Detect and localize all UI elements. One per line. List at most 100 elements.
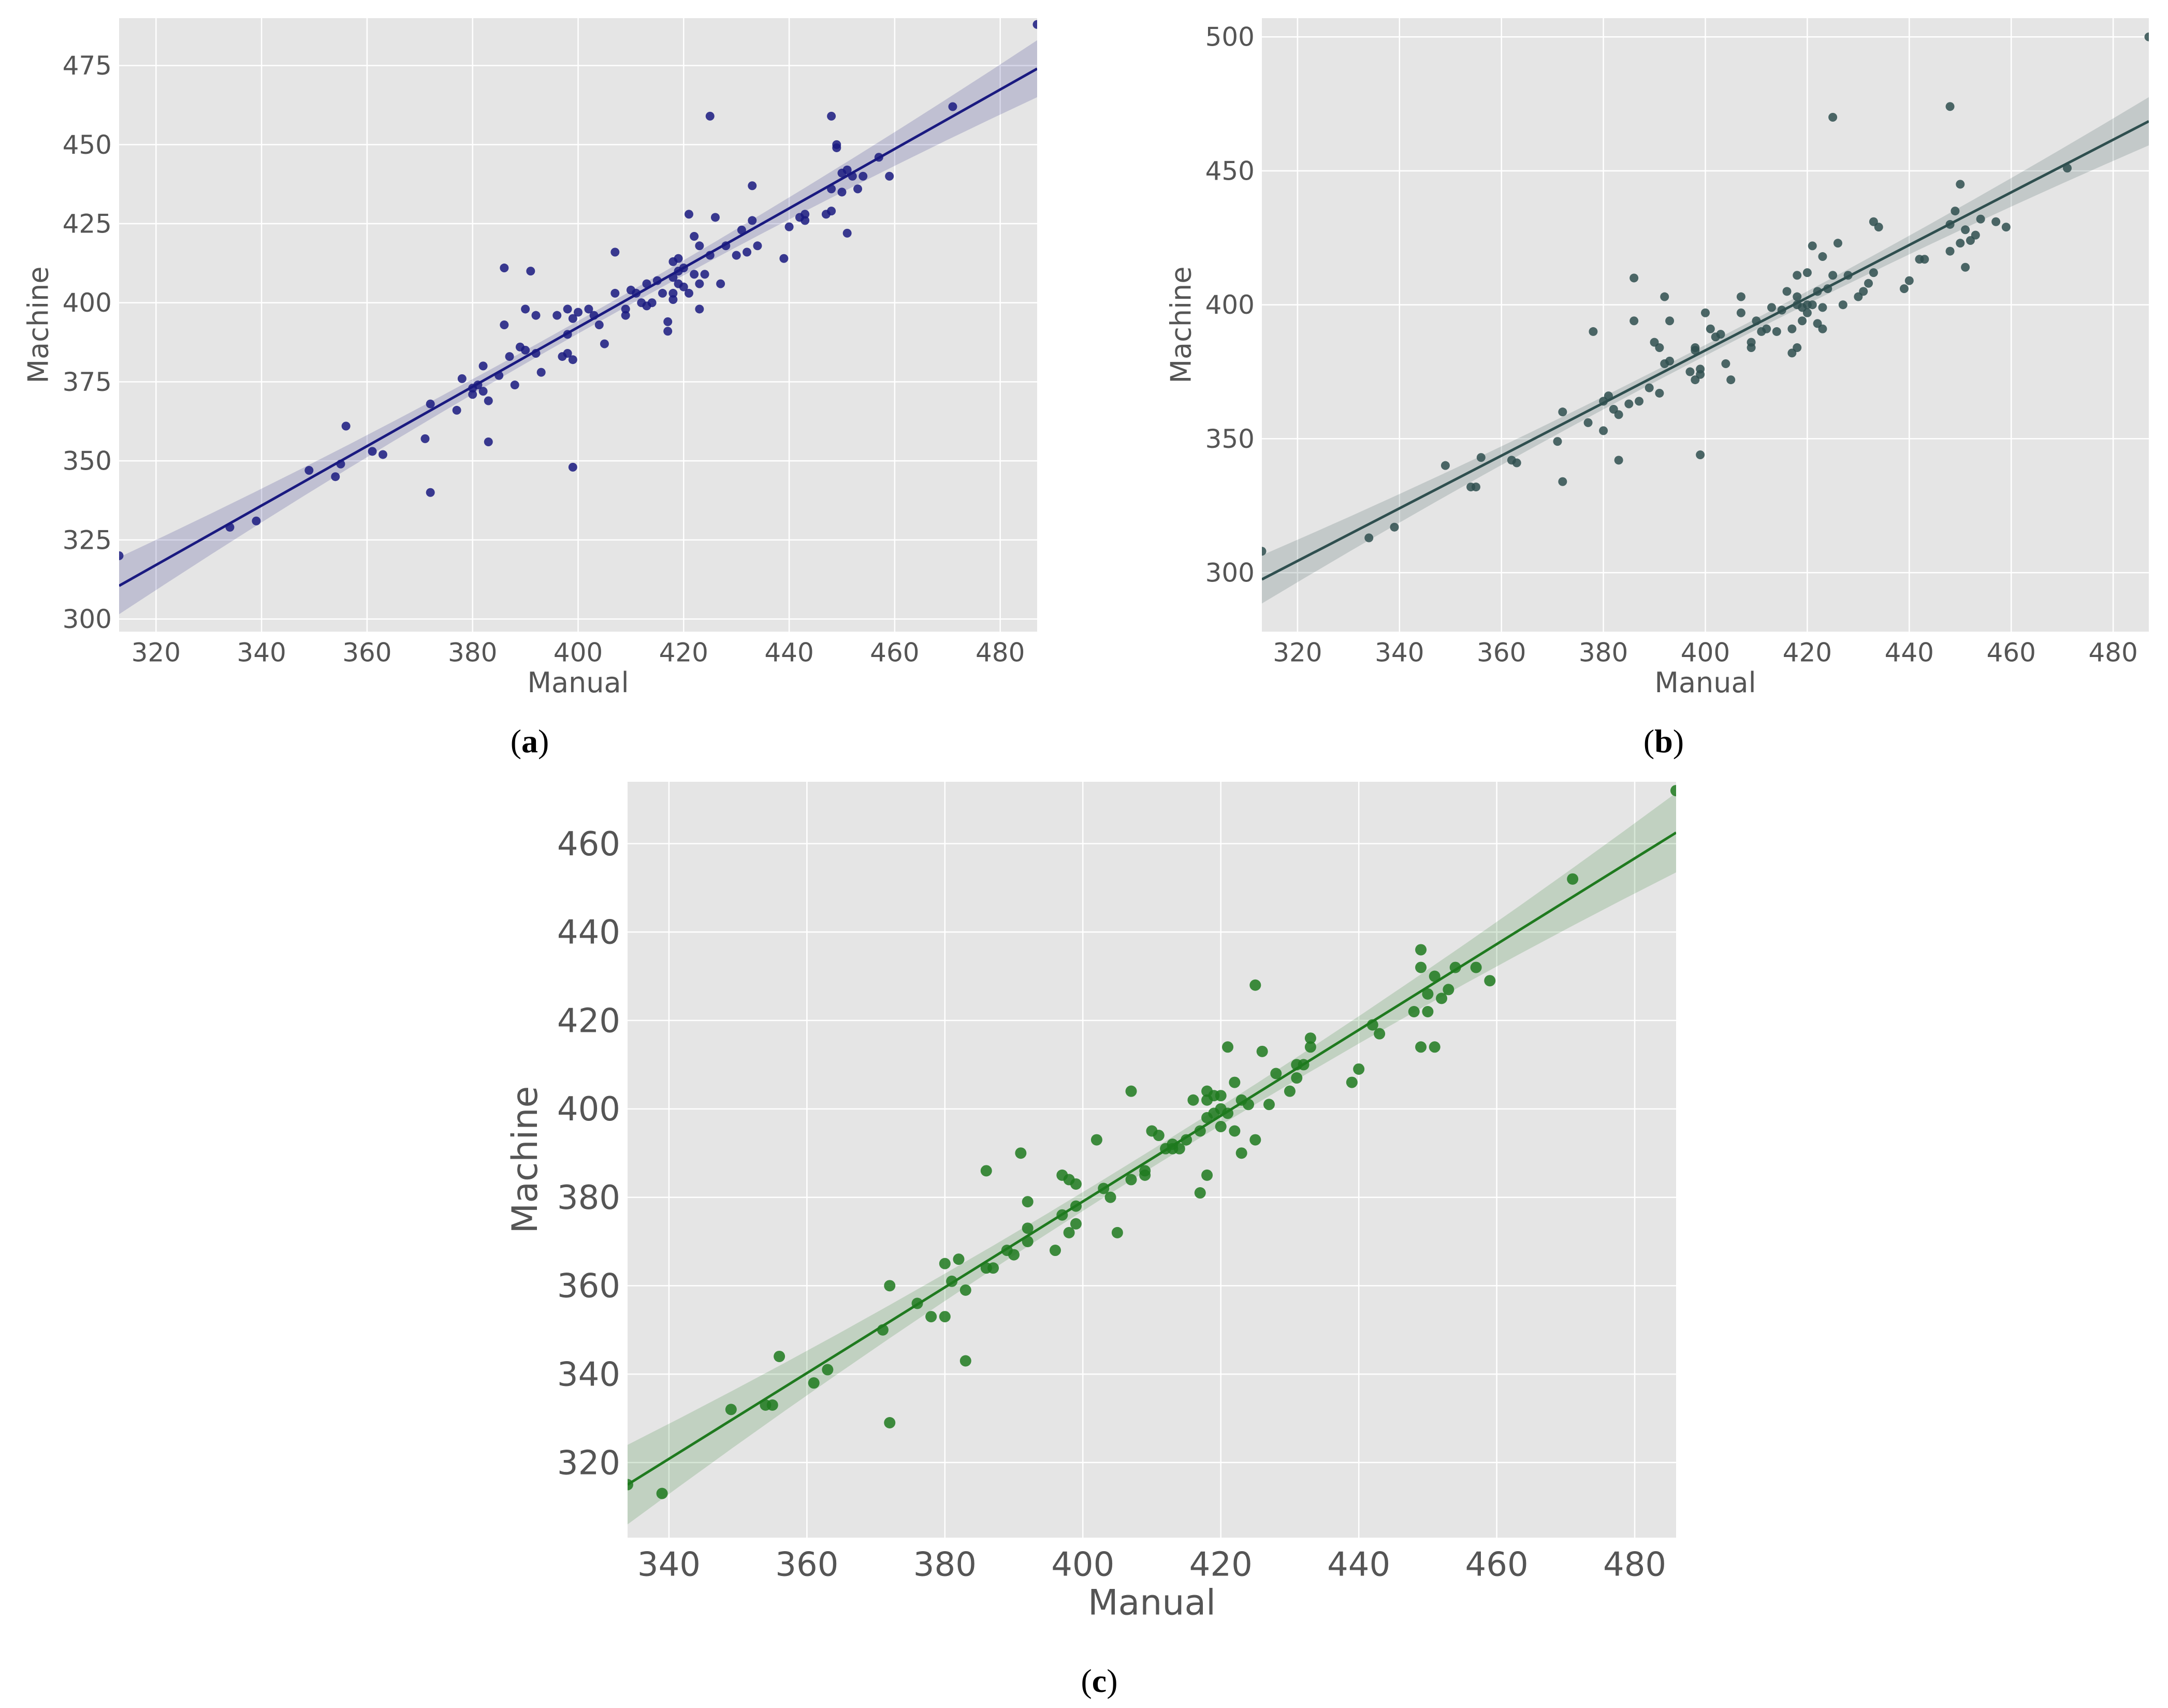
scatter-point <box>808 1377 820 1389</box>
scatter-point <box>1364 533 1374 543</box>
scatter-point <box>959 1355 971 1367</box>
y-tick-label: 425 <box>63 209 112 239</box>
scatter-point <box>1828 112 1838 122</box>
scatter-point <box>584 304 593 314</box>
x-tick-label: 480 <box>1603 1546 1666 1584</box>
scatter-point <box>426 488 435 497</box>
scatter-point <box>1808 300 1817 310</box>
scatter-point <box>695 304 704 314</box>
scatter-point <box>1008 1249 1020 1261</box>
scatter-point <box>1125 1174 1137 1186</box>
scatter-point <box>1249 1134 1261 1146</box>
x-tick-label: 480 <box>2088 638 2137 668</box>
scatter-point <box>1976 214 1985 224</box>
x-tick-label: 460 <box>870 638 919 668</box>
scatter-point <box>1304 1032 1316 1044</box>
scatter-point <box>911 1297 923 1309</box>
scatter-point <box>1415 1041 1427 1053</box>
scatter-point <box>827 207 836 216</box>
scatter-point <box>1624 399 1634 408</box>
scatter-point <box>1222 1107 1234 1119</box>
scatter-point <box>1777 305 1786 315</box>
scatter-point <box>1429 970 1441 982</box>
scatter-point <box>1567 873 1579 885</box>
y-tick-label: 320 <box>557 1444 620 1482</box>
scatter-point <box>668 288 678 298</box>
scatter-point <box>574 308 583 317</box>
scatter-point <box>1284 1085 1296 1097</box>
scatter-point <box>1691 346 1700 355</box>
scatter-point <box>521 304 530 314</box>
scatter-point <box>1747 343 1756 352</box>
scatter-point <box>1262 547 1267 556</box>
scatter-point <box>1920 255 1929 264</box>
scatter-point <box>1015 1147 1027 1159</box>
scatter-point <box>946 1275 958 1287</box>
x-tick-label: 360 <box>775 1546 838 1584</box>
scatter-point <box>877 1324 889 1336</box>
x-tick-label: 360 <box>342 638 391 668</box>
scatter-point <box>552 311 562 320</box>
scatter-point <box>1736 308 1745 317</box>
y-tick-label: 325 <box>63 525 112 555</box>
scatter-point <box>1090 1134 1102 1146</box>
scatter-point <box>1701 308 1710 317</box>
y-tick-label: 460 <box>557 825 620 864</box>
scatter-point <box>420 434 430 443</box>
scatter-point <box>1793 271 1802 280</box>
x-tick-label: 460 <box>1465 1546 1529 1584</box>
scatter-point <box>1818 252 1827 261</box>
scatter-point <box>980 1165 992 1177</box>
scatter-point <box>874 153 883 162</box>
scatter-point <box>1104 1191 1116 1203</box>
scatter-point <box>652 276 662 285</box>
scatter-point <box>827 111 836 121</box>
scatter-point <box>695 241 704 251</box>
scatter-point <box>563 304 572 314</box>
x-tick-label: 440 <box>764 638 813 668</box>
scatter-point <box>1808 241 1817 251</box>
scatter-point <box>658 288 667 298</box>
scatter-point <box>725 1404 737 1415</box>
scatter-point <box>1291 1072 1303 1084</box>
scatter-point <box>705 251 715 260</box>
scatter-point <box>505 352 514 361</box>
scatter-point <box>468 390 477 399</box>
y-axis-title: Machine <box>1165 266 1198 383</box>
scatter-point <box>1843 271 1853 280</box>
scatter-point <box>1256 1045 1268 1057</box>
scatter-point <box>1390 522 1399 532</box>
scatter-point <box>1762 324 1771 333</box>
scatter-point <box>1614 410 1623 419</box>
scatter-point <box>1899 284 1909 294</box>
scatter-point <box>1270 1068 1282 1079</box>
scatter-point <box>1604 391 1613 401</box>
scatter-point <box>1422 1005 1434 1017</box>
scatter-point <box>842 165 852 174</box>
y-tick-label: 400 <box>1205 290 1255 320</box>
scatter-point <box>1056 1209 1068 1221</box>
scatter-point <box>925 1311 937 1323</box>
scatter-point <box>225 522 235 532</box>
scatter-point <box>668 295 678 304</box>
scatter-point <box>119 551 124 560</box>
scatter-point <box>1201 1169 1213 1181</box>
scatter-point <box>2001 223 2011 232</box>
x-tick-label: 460 <box>1986 638 2035 668</box>
scatter-point <box>1721 359 1730 369</box>
scatter-point <box>1833 239 1842 248</box>
y-tick-label: 380 <box>557 1179 620 1217</box>
regression-line <box>119 67 1037 587</box>
scatter-point <box>766 1399 778 1411</box>
scatter-point <box>1022 1196 1034 1208</box>
y-tick-label: 300 <box>63 604 112 634</box>
scatter-point <box>1070 1200 1082 1212</box>
scatter-point <box>1956 239 1965 248</box>
scatter-point <box>500 264 509 273</box>
y-tick-label: 360 <box>557 1267 620 1306</box>
scatter-point <box>1782 287 1792 296</box>
scatter-point <box>1665 316 1675 326</box>
scatter-point <box>674 254 683 263</box>
scatter-point <box>1553 437 1562 446</box>
y-tick-label: 400 <box>63 288 112 318</box>
